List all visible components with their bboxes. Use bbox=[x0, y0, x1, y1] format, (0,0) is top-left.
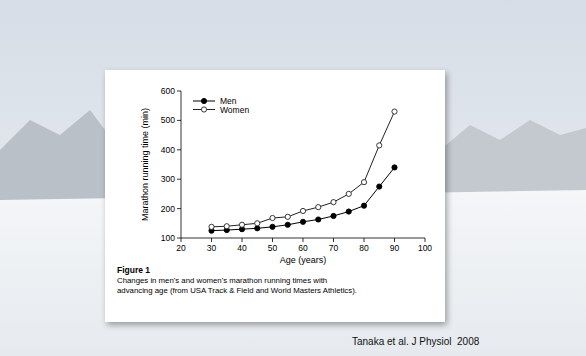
y-tick-label: 500 bbox=[161, 115, 175, 125]
y-tick bbox=[177, 120, 181, 121]
y-tick bbox=[177, 238, 181, 239]
data-point bbox=[377, 143, 382, 148]
data-point bbox=[255, 226, 260, 231]
citation: Tanaka et al. J Physiol 2008 bbox=[352, 336, 480, 347]
figure-card bbox=[105, 70, 445, 322]
data-point bbox=[377, 184, 382, 189]
x-tick bbox=[211, 238, 212, 242]
data-point bbox=[270, 215, 275, 220]
figure-caption: Changes in men's and women's marathon ru… bbox=[117, 276, 327, 285]
x-tick bbox=[425, 238, 426, 242]
figure-label: Figure 1 bbox=[117, 265, 150, 275]
data-point bbox=[285, 222, 290, 227]
x-tick-label: 100 bbox=[418, 243, 432, 253]
data-point bbox=[255, 221, 260, 226]
y-tick bbox=[177, 149, 181, 150]
x-tick bbox=[272, 238, 273, 242]
data-point bbox=[270, 224, 275, 229]
data-point bbox=[392, 165, 397, 170]
x-tick bbox=[394, 238, 395, 242]
data-point bbox=[316, 217, 321, 222]
y-tick-label: 300 bbox=[161, 174, 175, 184]
data-point bbox=[316, 205, 321, 210]
data-point bbox=[331, 200, 336, 205]
legend-label: Women bbox=[220, 105, 249, 115]
x-tick bbox=[242, 238, 243, 242]
y-tick bbox=[177, 208, 181, 209]
data-point bbox=[361, 180, 366, 185]
y-axis-label: Marathon running time (min) bbox=[140, 108, 150, 221]
figure-caption: advancing age (from USA Track & Field an… bbox=[117, 286, 357, 295]
data-point bbox=[392, 109, 397, 114]
data-point bbox=[331, 213, 336, 218]
plot-area bbox=[209, 109, 397, 233]
data-point bbox=[209, 224, 214, 229]
x-tick bbox=[303, 238, 304, 242]
data-point bbox=[300, 208, 305, 213]
x-tick bbox=[364, 238, 365, 242]
x-tick bbox=[333, 238, 334, 242]
y-axis-line bbox=[181, 91, 182, 238]
y-tick-label: 100 bbox=[161, 233, 175, 243]
data-point bbox=[346, 191, 351, 196]
x-tick-label: 90 bbox=[390, 243, 400, 253]
y-tick-label: 600 bbox=[161, 86, 175, 96]
x-tick-label: 30 bbox=[207, 243, 217, 253]
legend-marker bbox=[201, 98, 206, 103]
data-point bbox=[346, 209, 351, 214]
data-point bbox=[300, 219, 305, 224]
background bbox=[0, 0, 586, 356]
x-tick-label: 70 bbox=[329, 243, 339, 253]
y-tick-label: 400 bbox=[161, 145, 175, 155]
slide: 100 200 300 400 500 600 20 30 40 50 60 70 80 90 100 Age… bbox=[0, 0, 586, 356]
data-point bbox=[285, 214, 290, 219]
legend-marker bbox=[201, 107, 206, 112]
y-tick-label: 200 bbox=[161, 204, 175, 214]
x-tick-label: 20 bbox=[176, 243, 186, 253]
x-tick-label: 40 bbox=[237, 243, 247, 253]
x-tick-label: 50 bbox=[268, 243, 278, 253]
data-point bbox=[224, 224, 229, 229]
y-tick bbox=[177, 179, 181, 180]
x-tick-label: 80 bbox=[359, 243, 369, 253]
x-tick bbox=[181, 238, 182, 242]
series-line bbox=[212, 112, 395, 227]
y-tick bbox=[177, 91, 181, 92]
data-point bbox=[361, 203, 366, 208]
x-tick-label: 60 bbox=[298, 243, 308, 253]
x-axis-label: Age (years) bbox=[280, 255, 327, 265]
data-point bbox=[239, 222, 244, 227]
series-line bbox=[212, 167, 395, 230]
